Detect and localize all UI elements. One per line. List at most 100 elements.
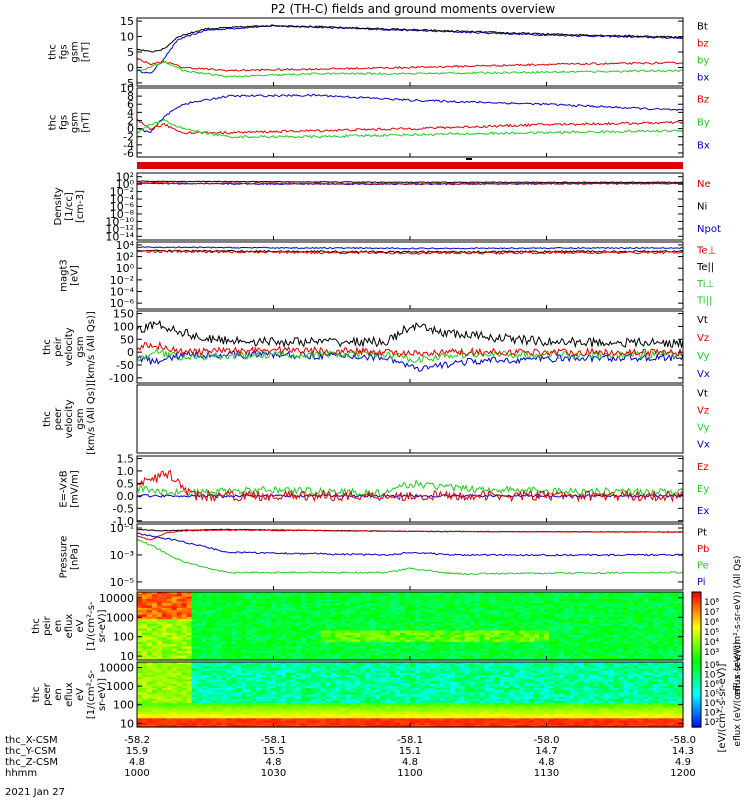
spectrogram-cell (380, 650, 386, 654)
spectrogram-cell (365, 677, 371, 680)
spectrogram-cell (464, 612, 471, 616)
spectrogram-cell (653, 641, 659, 645)
spectrogram-cell (573, 610, 580, 613)
spectrogram-cell (598, 644, 605, 647)
spectrogram-cell (137, 711, 143, 715)
spectrogram-cell (161, 696, 168, 700)
spectrogram-cell (340, 655, 347, 659)
spectrogram-cell (261, 707, 267, 711)
spectrogram-cell (285, 714, 292, 717)
spectrogram-cell (628, 650, 634, 654)
spectrogram-cell (504, 650, 510, 654)
spectrogram-cell (300, 594, 307, 598)
spectrogram-cell (315, 598, 322, 602)
spectrogram-cell (439, 594, 446, 598)
spectrogram-cell (320, 714, 327, 717)
spectrogram-cell (211, 657, 218, 661)
spectrogram-cell (424, 648, 431, 652)
spectrogram-cell (226, 632, 232, 636)
spectrogram-cell (524, 626, 530, 629)
y-tick-label: 5 (127, 46, 134, 59)
spectrogram-cell (315, 711, 322, 715)
spectrogram-cell (325, 610, 332, 613)
spectrogram-cell (643, 650, 649, 654)
spectrogram-cell (315, 644, 322, 647)
spectrogram-cell (459, 632, 466, 636)
spectrogram-cell (345, 677, 352, 680)
spectrogram-cell (295, 677, 302, 680)
spectrogram-cell (251, 598, 257, 602)
spectrogram-cell (608, 607, 615, 611)
spectrogram-cell (479, 648, 486, 652)
spectrogram-cell (236, 688, 242, 691)
spectrogram-cell (266, 677, 272, 680)
spectrogram-cell (439, 601, 446, 604)
spectrogram-cell (271, 688, 277, 691)
spectrogram-cell (166, 711, 173, 715)
spectrogram-cell (325, 653, 332, 657)
spectrogram-cell (613, 626, 620, 629)
spectrogram-cell (454, 596, 461, 600)
spectrogram-cell (459, 641, 466, 645)
spectrogram-cell (241, 692, 247, 696)
spectrogram-cell (643, 628, 649, 632)
spectrogram-cell (474, 655, 481, 659)
spectrogram-cell (285, 685, 292, 689)
spectrogram-cell (648, 594, 654, 598)
spectrogram-cell (415, 614, 421, 618)
spectrogram-cell (216, 672, 222, 676)
spectrogram-cell (216, 646, 222, 650)
spectrogram-cell (305, 672, 312, 676)
spectrogram-cell (211, 705, 218, 709)
spectrogram-cell (181, 603, 188, 607)
spectrogram-cell (271, 621, 277, 625)
spectrogram-cell (166, 696, 173, 700)
spectrogram-cell (290, 666, 297, 670)
spectrogram-cell (196, 626, 203, 629)
spectrogram-cell (166, 692, 173, 696)
spectrogram-cell (151, 701, 158, 704)
spectrogram-cell (166, 714, 173, 717)
spectrogram-cell (266, 653, 272, 657)
spectrogram-cell (295, 672, 302, 676)
spectrogram-cell (280, 614, 287, 618)
spectrogram-cell (211, 594, 218, 598)
spectrogram-cell (295, 614, 302, 618)
spectrogram-cell (419, 601, 426, 604)
spectrogram-cell (643, 592, 649, 595)
spectrogram-cell (345, 707, 352, 711)
spectrogram-cell (171, 688, 178, 691)
spectrogram-cell (201, 703, 208, 706)
spectrogram-cell (534, 626, 540, 629)
spectrogram-cell (305, 703, 312, 706)
spectrogram-cell (648, 628, 654, 632)
spectrogram-cell (449, 592, 456, 595)
spectrogram-cell (156, 698, 163, 702)
spectrogram-cell (236, 694, 242, 698)
spectrogram-cell (285, 679, 292, 683)
spectrogram-cell (236, 657, 242, 661)
spectrogram-cell (449, 653, 456, 657)
spectrogram-cell (236, 637, 242, 641)
spectrogram-cell (137, 672, 143, 676)
spectrogram-cell (588, 632, 595, 636)
spectrogram-cell (335, 630, 342, 634)
spectrogram-cell (603, 650, 610, 654)
spectrogram-cell (593, 650, 600, 654)
spectrogram-cell (305, 681, 312, 685)
spectrogram-cell (494, 641, 500, 645)
spectrogram-cell (191, 605, 198, 609)
spectrogram-cell (663, 596, 669, 600)
spectrogram-cell (469, 596, 476, 600)
spectrogram-cell (161, 681, 168, 685)
y-tick-label: -100 (109, 372, 134, 385)
spectrogram-cell (668, 648, 674, 652)
spectrogram-cell (335, 650, 342, 654)
spectrogram-cell (573, 594, 580, 598)
spectrogram-cell (285, 594, 292, 598)
spectrogram-cell (345, 657, 352, 661)
spectrogram-cell (271, 696, 277, 700)
spectrogram-cell (355, 696, 361, 700)
spectrogram-cell (276, 662, 282, 665)
spectrogram-cell (623, 655, 629, 659)
